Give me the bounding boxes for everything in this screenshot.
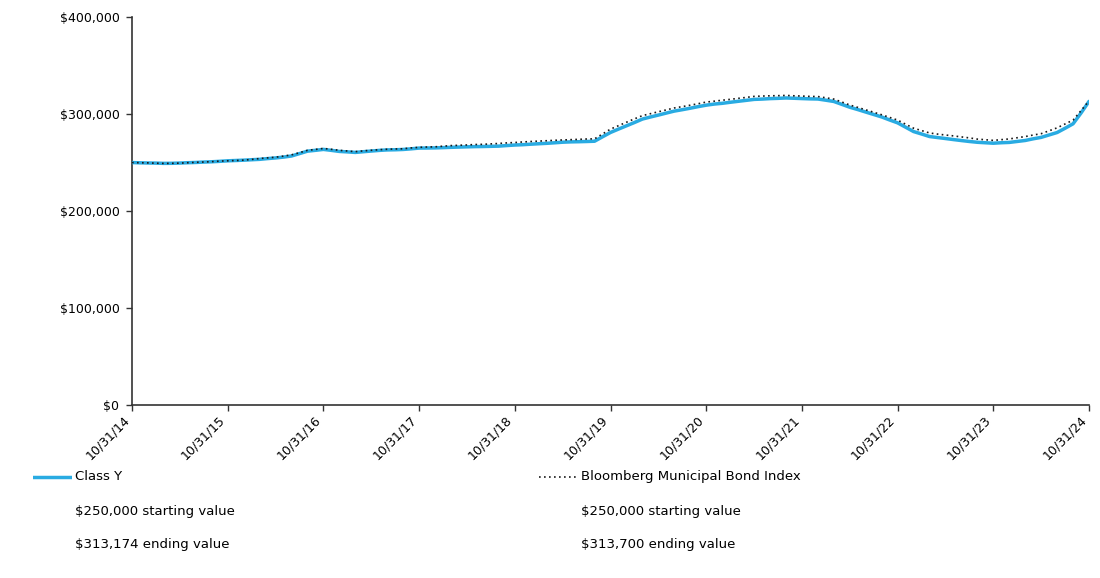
- Text: Bloomberg Municipal Bond Index: Bloomberg Municipal Bond Index: [581, 470, 801, 483]
- Text: $250,000 starting value: $250,000 starting value: [581, 505, 740, 518]
- Text: Class Y: Class Y: [75, 470, 122, 483]
- Text: $313,174 ending value: $313,174 ending value: [75, 538, 229, 551]
- Text: $313,700 ending value: $313,700 ending value: [581, 538, 735, 551]
- Text: $250,000 starting value: $250,000 starting value: [75, 505, 234, 518]
